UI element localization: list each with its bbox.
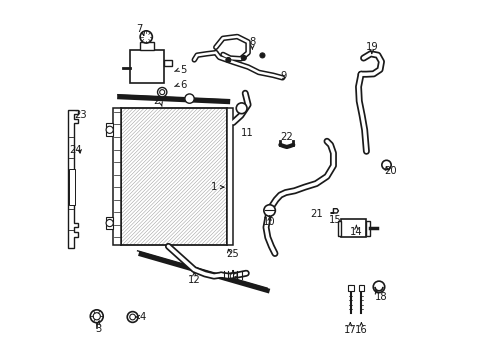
Circle shape (241, 55, 246, 60)
Text: 1: 1 (210, 182, 217, 192)
Text: 20: 20 (384, 166, 396, 176)
Circle shape (236, 103, 246, 114)
Text: 25: 25 (226, 248, 239, 258)
Bar (337, 221, 341, 235)
Text: 24: 24 (69, 144, 81, 154)
Bar (140, 42, 154, 50)
Polygon shape (68, 110, 78, 248)
Text: 21: 21 (309, 209, 322, 219)
Circle shape (264, 205, 275, 216)
Bar (366, 221, 369, 235)
Text: 4: 4 (139, 312, 145, 322)
Text: 19: 19 (365, 42, 377, 52)
Bar (106, 123, 113, 136)
Circle shape (157, 87, 166, 97)
Text: 7: 7 (136, 24, 142, 35)
Text: 17: 17 (343, 325, 356, 335)
Circle shape (372, 281, 384, 293)
Text: 5: 5 (180, 64, 186, 75)
Circle shape (381, 160, 390, 170)
Text: 23: 23 (74, 111, 86, 121)
Circle shape (140, 31, 152, 43)
Text: 15: 15 (328, 215, 341, 225)
Text: 3: 3 (95, 324, 102, 334)
Text: 13: 13 (226, 273, 239, 283)
Circle shape (225, 58, 230, 63)
Bar (113, 108, 121, 244)
Text: 12: 12 (187, 275, 200, 285)
Circle shape (127, 312, 138, 322)
Circle shape (93, 313, 100, 320)
Text: 22: 22 (280, 132, 293, 142)
Bar (121, 108, 226, 244)
Bar (130, 50, 163, 83)
Text: 14: 14 (349, 227, 362, 237)
Text: 16: 16 (354, 325, 367, 335)
Circle shape (90, 310, 103, 323)
Bar (226, 108, 233, 244)
Bar (121, 108, 226, 244)
Circle shape (129, 314, 135, 320)
Circle shape (160, 90, 164, 95)
Text: 9: 9 (280, 71, 286, 81)
Bar (106, 217, 113, 229)
Circle shape (106, 126, 113, 134)
Text: 8: 8 (249, 37, 255, 47)
Bar (69, 169, 75, 205)
Bar (347, 285, 353, 291)
Bar (163, 60, 171, 66)
Text: 6: 6 (180, 80, 186, 90)
Circle shape (106, 220, 113, 226)
Text: 18: 18 (374, 292, 386, 302)
Text: 2: 2 (153, 96, 160, 106)
Text: 10: 10 (263, 217, 275, 227)
Bar (341, 220, 366, 237)
Bar (358, 285, 364, 291)
Circle shape (260, 53, 264, 58)
Circle shape (184, 94, 194, 103)
Text: 11: 11 (241, 128, 253, 138)
